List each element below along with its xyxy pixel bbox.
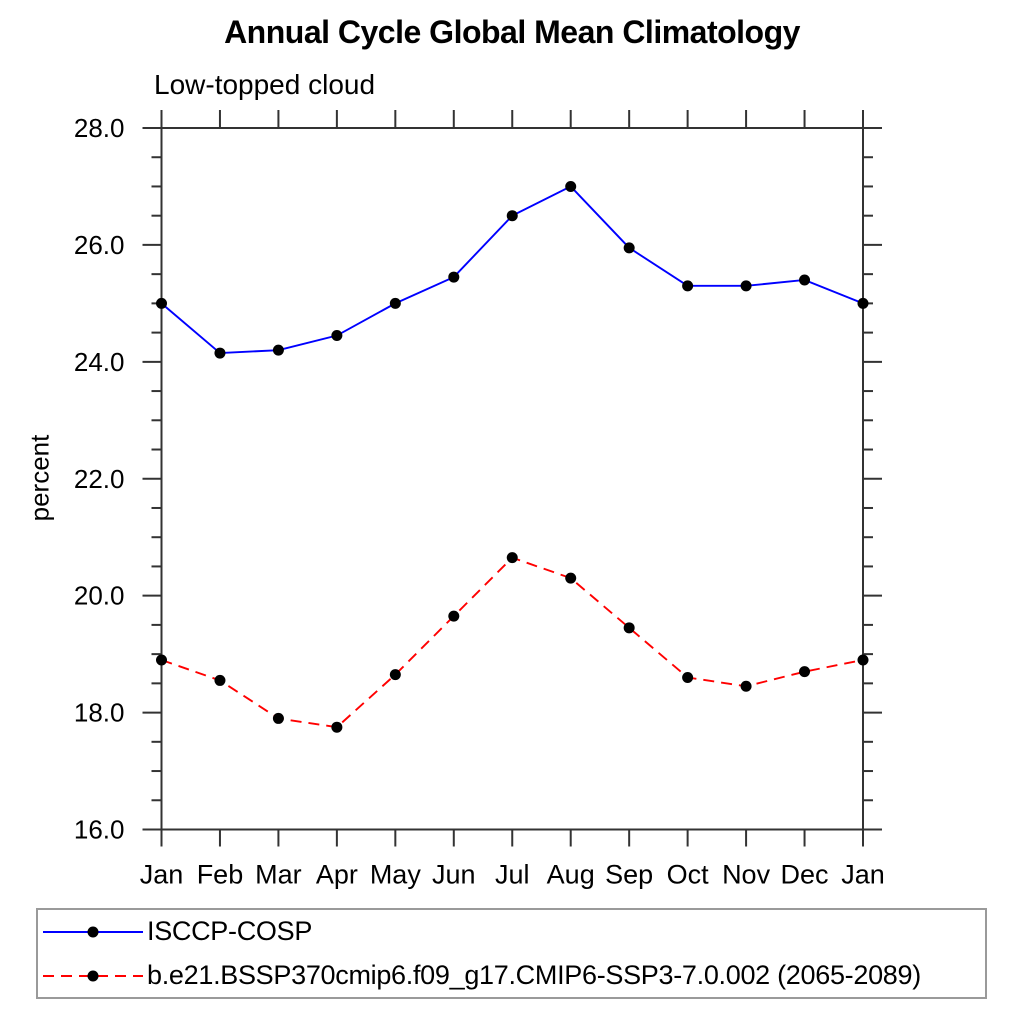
data-point bbox=[389, 297, 401, 309]
legend-label: b.e21.BSSP370cmip6.f09_g17.CMIP6-SSP3-7.… bbox=[147, 960, 921, 990]
y-tick-label: 24.0 bbox=[74, 347, 125, 377]
data-point bbox=[682, 672, 694, 684]
data-point bbox=[623, 622, 635, 634]
data-point bbox=[682, 280, 694, 292]
chart-title: Annual Cycle Global Mean Climatology bbox=[224, 14, 800, 50]
x-tick-label: Jul bbox=[495, 860, 530, 890]
legend-line-sample-solid bbox=[43, 926, 143, 937]
data-point bbox=[857, 297, 869, 309]
data-point bbox=[331, 330, 343, 342]
data-point bbox=[214, 674, 226, 686]
data-point bbox=[740, 680, 752, 692]
data-point bbox=[389, 669, 401, 681]
data-point bbox=[857, 654, 869, 666]
chart-subtitle: Low-topped cloud bbox=[154, 69, 376, 100]
data-point bbox=[272, 712, 284, 724]
data-point bbox=[156, 297, 167, 309]
x-tick-label: Dec bbox=[781, 860, 829, 890]
legend-marker-icon bbox=[87, 970, 99, 981]
x-tick-label: Aug bbox=[547, 860, 595, 890]
x-tick-label: Jun bbox=[432, 860, 476, 890]
legend-label: ISCCP-COSP bbox=[147, 916, 313, 946]
y-tick-label: 28.0 bbox=[74, 113, 125, 143]
plot-frame bbox=[160, 127, 864, 831]
data-point bbox=[448, 610, 460, 622]
series-line-1 bbox=[161, 556, 864, 729]
x-tick-label: Nov bbox=[722, 860, 771, 890]
x-tick-label: Jan bbox=[841, 860, 885, 890]
data-point bbox=[506, 552, 518, 564]
data-point bbox=[799, 274, 811, 286]
data-point bbox=[623, 242, 635, 254]
x-tick-label: Mar bbox=[255, 860, 302, 890]
legend-item: ISCCP-COSP bbox=[41, 912, 985, 952]
data-point bbox=[448, 271, 460, 283]
legend-line-sample-dashed bbox=[43, 970, 143, 981]
data-point bbox=[565, 180, 577, 192]
y-tick-label: 26.0 bbox=[74, 230, 125, 260]
y-tick-label: 20.0 bbox=[74, 581, 125, 611]
legend-marker-icon bbox=[87, 926, 99, 937]
data-point bbox=[214, 347, 226, 359]
y-tick-label: 22.0 bbox=[74, 464, 125, 494]
data-point bbox=[272, 344, 284, 356]
x-tick-label: Jan bbox=[140, 860, 184, 890]
x-tick-label: Oct bbox=[667, 860, 710, 890]
data-point bbox=[740, 280, 752, 292]
data-point bbox=[331, 721, 343, 733]
data-point bbox=[506, 210, 518, 222]
x-tick-label: Sep bbox=[605, 860, 653, 890]
x-tick-label: Feb bbox=[197, 860, 244, 890]
y-tick-label: 18.0 bbox=[74, 698, 125, 728]
x-tick-label: Apr bbox=[316, 860, 358, 890]
data-point bbox=[156, 654, 167, 666]
legend: ISCCP-COSP b.e21.BSSP370cmip6.f09_g17.CM… bbox=[36, 908, 987, 999]
legend-item: b.e21.BSSP370cmip6.f09_g17.CMIP6-SSP3-7.… bbox=[41, 956, 985, 996]
data-point bbox=[799, 666, 811, 678]
x-tick-label: May bbox=[370, 860, 422, 890]
data-point bbox=[565, 572, 577, 584]
y-tick-label: 16.0 bbox=[74, 815, 125, 845]
